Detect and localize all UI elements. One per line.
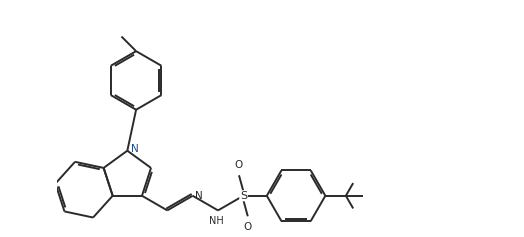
Text: S: S [240,191,247,201]
Text: NH: NH [209,216,224,226]
Text: O: O [244,222,252,232]
Text: N: N [131,144,138,154]
Text: N: N [195,191,203,201]
Text: O: O [235,160,243,170]
